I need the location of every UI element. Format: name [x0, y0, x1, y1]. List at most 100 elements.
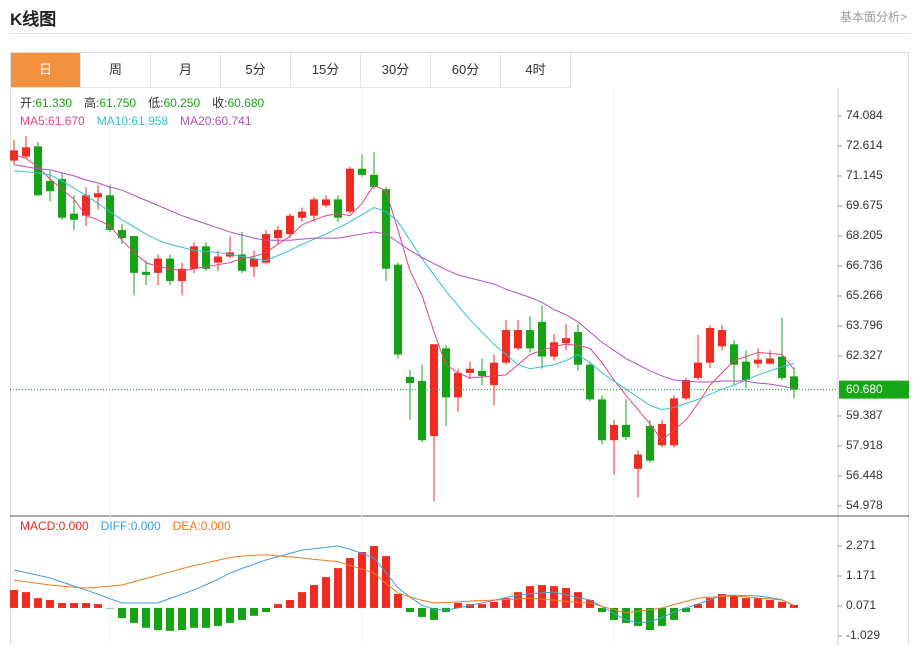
chart-frame — [10, 52, 909, 645]
candle-body — [382, 189, 390, 269]
candle-body — [154, 258, 162, 273]
macd-bar — [598, 607, 606, 613]
macd-bar — [622, 607, 630, 623]
candle-body — [598, 399, 606, 441]
y-tick-label: -1.029 — [846, 628, 880, 642]
macd-bar — [286, 600, 294, 608]
macd-bar — [754, 598, 762, 608]
candle-body — [766, 358, 774, 364]
macd-bar — [478, 604, 486, 608]
period-tab[interactable]: 月 — [151, 53, 221, 88]
legend-entry: DEA:0.000 — [173, 519, 231, 533]
macd-bar — [142, 607, 150, 628]
y-tick-label: 74.084 — [846, 108, 883, 122]
macd-bar — [46, 600, 54, 608]
legend-name: 开: — [20, 96, 35, 110]
macd-bar — [454, 603, 462, 608]
candle-body — [358, 168, 366, 175]
candle-body — [658, 423, 666, 446]
candle-body — [646, 425, 654, 461]
legend-name: MACD: — [20, 519, 59, 533]
macd-bar — [178, 607, 186, 631]
candle-body — [46, 180, 54, 192]
fundamentals-link[interactable]: 基本面分析> — [839, 10, 907, 24]
candle-body — [442, 348, 450, 398]
candle-body — [670, 398, 678, 446]
macd-bar — [526, 586, 534, 608]
macd-bar — [514, 592, 522, 608]
candle-body — [190, 246, 198, 269]
macd-bar — [262, 607, 270, 613]
macd-bar — [190, 607, 198, 628]
macd-bar — [490, 601, 498, 608]
macd-bar — [502, 598, 510, 608]
macd-bar — [22, 592, 30, 608]
y-tick-label: 0.071 — [846, 598, 876, 612]
legend-name: 低: — [148, 96, 163, 110]
legend-value: 0.000 — [201, 519, 231, 533]
y-tick-label: 2.271 — [846, 538, 876, 552]
candle-body — [370, 174, 378, 188]
candle-body — [214, 256, 222, 263]
candle-body — [94, 193, 102, 198]
macd-bar — [58, 603, 66, 608]
candle-body — [790, 376, 798, 390]
period-tab[interactable]: 周 — [81, 53, 151, 88]
macd-bar — [118, 607, 126, 619]
macd-bar — [706, 598, 714, 608]
candle-body — [142, 271, 150, 275]
legend-entry: MA5:61.670 — [20, 114, 85, 128]
period-tab[interactable]: 15分 — [291, 53, 361, 88]
candle-body — [430, 344, 438, 437]
macd-bar — [574, 592, 582, 608]
macd-bar — [130, 607, 138, 623]
period-tab[interactable]: 60分 — [431, 53, 501, 88]
ma-line — [13, 170, 795, 411]
candle-body — [322, 199, 330, 206]
ma-line — [13, 164, 795, 389]
legend-value: 61.750 — [99, 96, 136, 110]
y-tick-label: 71.145 — [846, 168, 883, 182]
y-tick-label: 57.918 — [846, 438, 883, 452]
macd-bar — [550, 586, 558, 608]
y-tick-label: 63.796 — [846, 318, 883, 332]
legend-entry: MACD:0.000 — [20, 519, 89, 533]
candle-body — [754, 359, 762, 364]
candle-body — [718, 330, 726, 347]
macd-bar — [250, 607, 258, 616]
period-tab[interactable]: 30分 — [361, 53, 431, 88]
y-tick-label: 69.675 — [846, 198, 883, 212]
candle-body — [574, 332, 582, 365]
candle-body — [262, 234, 270, 263]
y-tick-label: 54.978 — [846, 498, 883, 512]
candle-body — [454, 372, 462, 398]
legend-entry: MA20:60.741 — [180, 114, 252, 128]
macd-bar — [634, 607, 642, 626]
candle-body — [22, 147, 30, 157]
macd-bar — [538, 585, 546, 608]
macd-bar — [730, 595, 738, 608]
period-tab[interactable]: 5分 — [221, 53, 291, 88]
macd-bar — [238, 607, 246, 620]
legend-value: 60.741 — [215, 114, 252, 128]
candle-body — [238, 254, 246, 271]
macd-bar — [394, 594, 402, 608]
legend-entry: 低:60.250 — [148, 96, 200, 110]
macd-bar — [274, 604, 282, 608]
candle-body — [514, 330, 522, 349]
candle-body — [166, 258, 174, 282]
candle-body — [586, 364, 594, 400]
period-tab[interactable]: 4时 — [501, 53, 571, 88]
macd-bar — [778, 601, 786, 608]
candle-body — [58, 178, 66, 218]
legend-value: 0.000 — [131, 519, 161, 533]
candle-body — [706, 327, 714, 363]
candle-body — [466, 368, 474, 373]
macd-bar — [406, 607, 414, 613]
candle-body — [406, 376, 414, 384]
candle-body — [82, 195, 90, 216]
candle-body — [730, 344, 738, 365]
candle-body — [346, 168, 354, 212]
period-tab[interactable]: 日 — [11, 53, 81, 88]
candle-body — [250, 258, 258, 267]
